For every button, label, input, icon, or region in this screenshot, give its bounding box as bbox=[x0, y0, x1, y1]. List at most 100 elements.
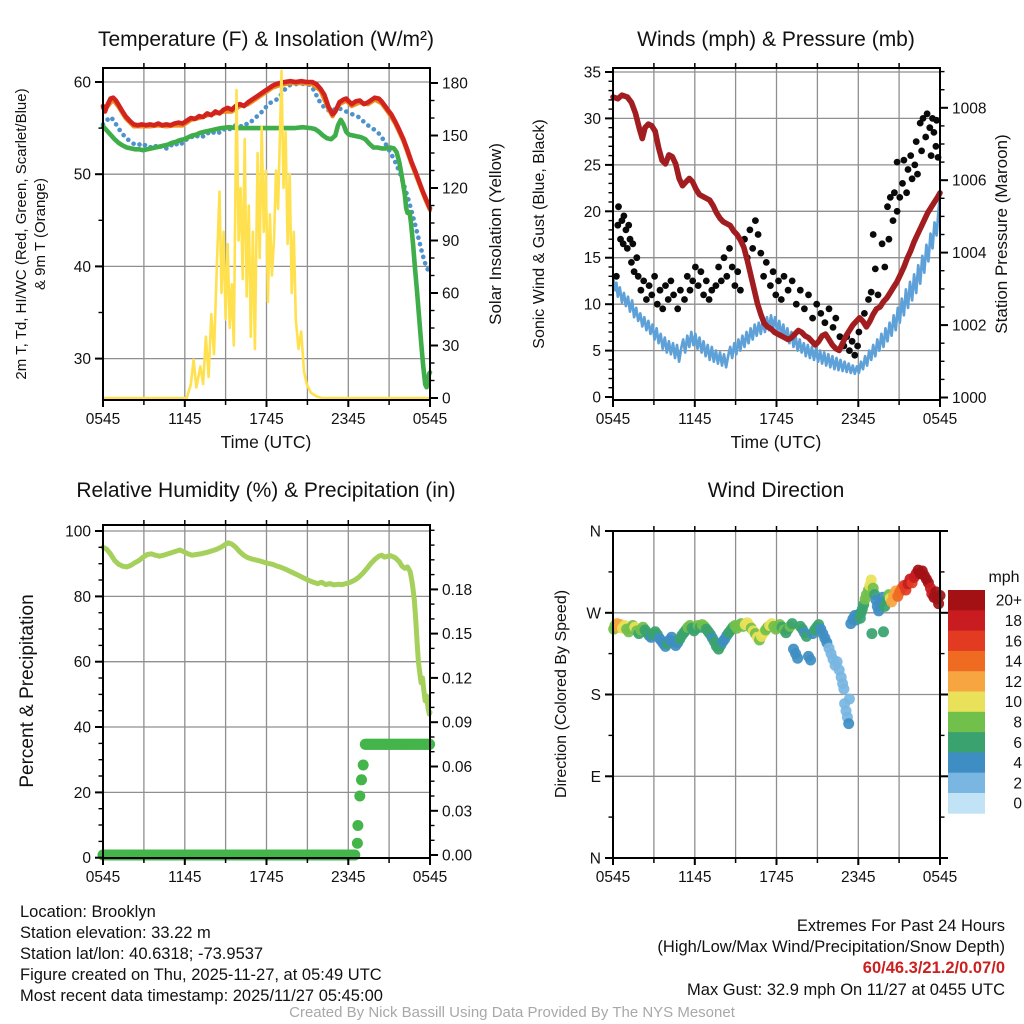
title-humidity-precip: Relative Humidity (%) & Precipitation (i… bbox=[76, 479, 456, 502]
y-tick-label: 20 bbox=[584, 204, 602, 221]
series-direction-by-speed bbox=[608, 564, 946, 730]
y-tick-label: 180 bbox=[442, 76, 468, 93]
colorbar-label: 18 bbox=[1005, 613, 1022, 630]
y-tick-label: 0.06 bbox=[442, 759, 472, 776]
y-tick-label: 30 bbox=[442, 338, 460, 355]
y-tick-label: 0 bbox=[442, 391, 451, 408]
axis-label-temp-left-line2: & 9m T (Orange) bbox=[32, 178, 49, 290]
axis-label-percent-left: Percent & Precipitation bbox=[17, 594, 38, 788]
colorbar-label: 8 bbox=[1013, 714, 1022, 731]
footer-latlon: Station lat/lon: 40.6318; -73.9537 bbox=[20, 945, 264, 963]
y-tick-label: 0.09 bbox=[442, 715, 472, 732]
y-tick-label: 80 bbox=[74, 589, 92, 606]
y-tick-label: N bbox=[590, 524, 601, 541]
colorbar-swatch bbox=[948, 630, 985, 652]
colorbar-label: 16 bbox=[1005, 633, 1022, 650]
y-tick-label: 0.12 bbox=[442, 670, 472, 687]
y-tick-label: 35 bbox=[584, 65, 601, 82]
x-tick-label: 1145 bbox=[168, 411, 201, 428]
series-sonic-wind bbox=[611, 194, 942, 376]
x-tick-label: 2345 bbox=[841, 411, 875, 428]
chart-winds-pressure: 0545 1145 1745 2345 0545 0 5 10 15 20 25 30 35 1000 10… bbox=[584, 63, 987, 428]
series-solar-insolation bbox=[101, 69, 432, 400]
x-tick-label: 1145 bbox=[168, 869, 201, 886]
y-tick-label: 1002 bbox=[952, 318, 986, 335]
x-tick-label: 0545 bbox=[596, 869, 630, 886]
speed-colorbar: mph 20+ 18 16 14 12 10 8 6 4 2 0 bbox=[948, 569, 1022, 814]
colorbar-swatch bbox=[948, 691, 985, 713]
footer-location: Location: Brooklyn bbox=[20, 903, 156, 921]
x-tick-label: 0545 bbox=[923, 411, 957, 428]
footer-created: Figure created on Thu, 2025-11-27, at 05… bbox=[20, 966, 382, 984]
title-temp-insolation: Temperature (F) & Insolation (W/m²) bbox=[97, 28, 435, 51]
y-tick-label: 15 bbox=[584, 250, 601, 267]
y-tick-label: W bbox=[586, 605, 601, 622]
x-axis-label-right: Time (UTC) bbox=[730, 432, 822, 452]
y-tick-label: 1004 bbox=[952, 245, 987, 262]
axis-label-pressure-right: Station Pressure (Maroon) bbox=[992, 134, 1011, 334]
y-tick-label: E bbox=[591, 769, 601, 786]
axis-label-insolation-right: Solar Insolation (Yellow) bbox=[486, 143, 505, 325]
y-tick-label: 10 bbox=[584, 297, 602, 314]
y-tick-label: 120 bbox=[442, 181, 468, 198]
x-tick-label: 0545 bbox=[86, 869, 120, 886]
y-tick-label: 50 bbox=[74, 167, 92, 184]
extremes-subheader: (High/Low/Max Wind/Precipitation/Snow De… bbox=[657, 938, 1005, 956]
y-tick-label: 20 bbox=[74, 785, 92, 802]
colorbar-swatch bbox=[948, 752, 985, 774]
x-tick-label: 1145 bbox=[678, 411, 711, 428]
x-tick-label: 2345 bbox=[331, 411, 365, 428]
y-tick-label: 150 bbox=[442, 128, 468, 145]
x-axis-label-left: Time (UTC) bbox=[220, 432, 312, 452]
colorbar-label: 20+ bbox=[996, 593, 1022, 610]
y-tick-label: 0.00 bbox=[442, 848, 473, 865]
y-tick-label: 25 bbox=[584, 157, 601, 174]
colorbar-label: 4 bbox=[1013, 755, 1022, 772]
colorbar-swatch bbox=[948, 590, 985, 611]
y-tick-label: 5 bbox=[592, 343, 601, 360]
x-tick-label: 1745 bbox=[249, 411, 283, 428]
colorbar-swatch bbox=[948, 793, 985, 814]
y-tick-label: 0.18 bbox=[442, 582, 472, 599]
extremes-values: 60/46.3/21.2/0.07/0 bbox=[862, 959, 1005, 977]
colorbar-title: mph bbox=[988, 569, 1019, 586]
credit-line: Created By Nick Bassill Using Data Provi… bbox=[289, 1004, 735, 1021]
x-tick-label: 0545 bbox=[413, 869, 447, 886]
colorbar-label: 0 bbox=[1013, 796, 1022, 813]
x-tick-label: 0545 bbox=[596, 411, 630, 428]
footer-elevation: Station elevation: 33.22 m bbox=[20, 924, 211, 942]
series-dew-point-2m bbox=[100, 117, 433, 390]
chart-humidity-precip: 0545 1145 1745 2345 0545 0 20 40 60 80 100 0.00 0.03… bbox=[65, 520, 473, 886]
extremes-header: Extremes For Past 24 Hours bbox=[796, 917, 1005, 935]
colorbar-swatch bbox=[948, 671, 985, 692]
y-tick-label: 1006 bbox=[952, 173, 986, 190]
y-tick-label: 1000 bbox=[952, 390, 987, 407]
colorbar-swatch bbox=[948, 610, 985, 631]
y-tick-label: 40 bbox=[74, 259, 92, 276]
y-tick-label: 30 bbox=[584, 111, 602, 128]
axis-label-direction-left: Direction (Colored By Speed) bbox=[553, 589, 570, 799]
colorbar-swatch bbox=[948, 772, 985, 794]
y-tick-label: 40 bbox=[74, 720, 92, 737]
y-tick-label: S bbox=[591, 687, 601, 704]
x-tick-label: 1745 bbox=[759, 869, 793, 886]
footer-timestamp: Most recent data timestamp: 2025/11/27 0… bbox=[20, 987, 383, 1005]
x-tick-label: 1745 bbox=[759, 411, 793, 428]
x-tick-label: 2345 bbox=[841, 869, 875, 886]
axis-label-temp-left-line1: 2m T, Td, HI/WC (Red, Green, Scarlet/Blu… bbox=[13, 88, 30, 380]
x-tick-label: 1745 bbox=[249, 869, 283, 886]
axis-label-wind-left: Sonic Wind & Gust (Blue, Black) bbox=[531, 119, 548, 349]
y-tick-label: 0.03 bbox=[442, 803, 472, 820]
x-tick-label: 1145 bbox=[678, 869, 711, 886]
title-wind-direction: Wind Direction bbox=[707, 479, 845, 502]
colorbar-swatch bbox=[948, 650, 985, 672]
y-tick-label: 0 bbox=[82, 850, 91, 867]
colorbar-label: 10 bbox=[1005, 694, 1023, 711]
title-winds-pressure: Winds (mph) & Pressure (mb) bbox=[637, 28, 915, 51]
y-tick-label: 100 bbox=[65, 524, 91, 541]
series-temp-2m bbox=[100, 78, 433, 211]
y-tick-label: 60 bbox=[74, 75, 92, 92]
